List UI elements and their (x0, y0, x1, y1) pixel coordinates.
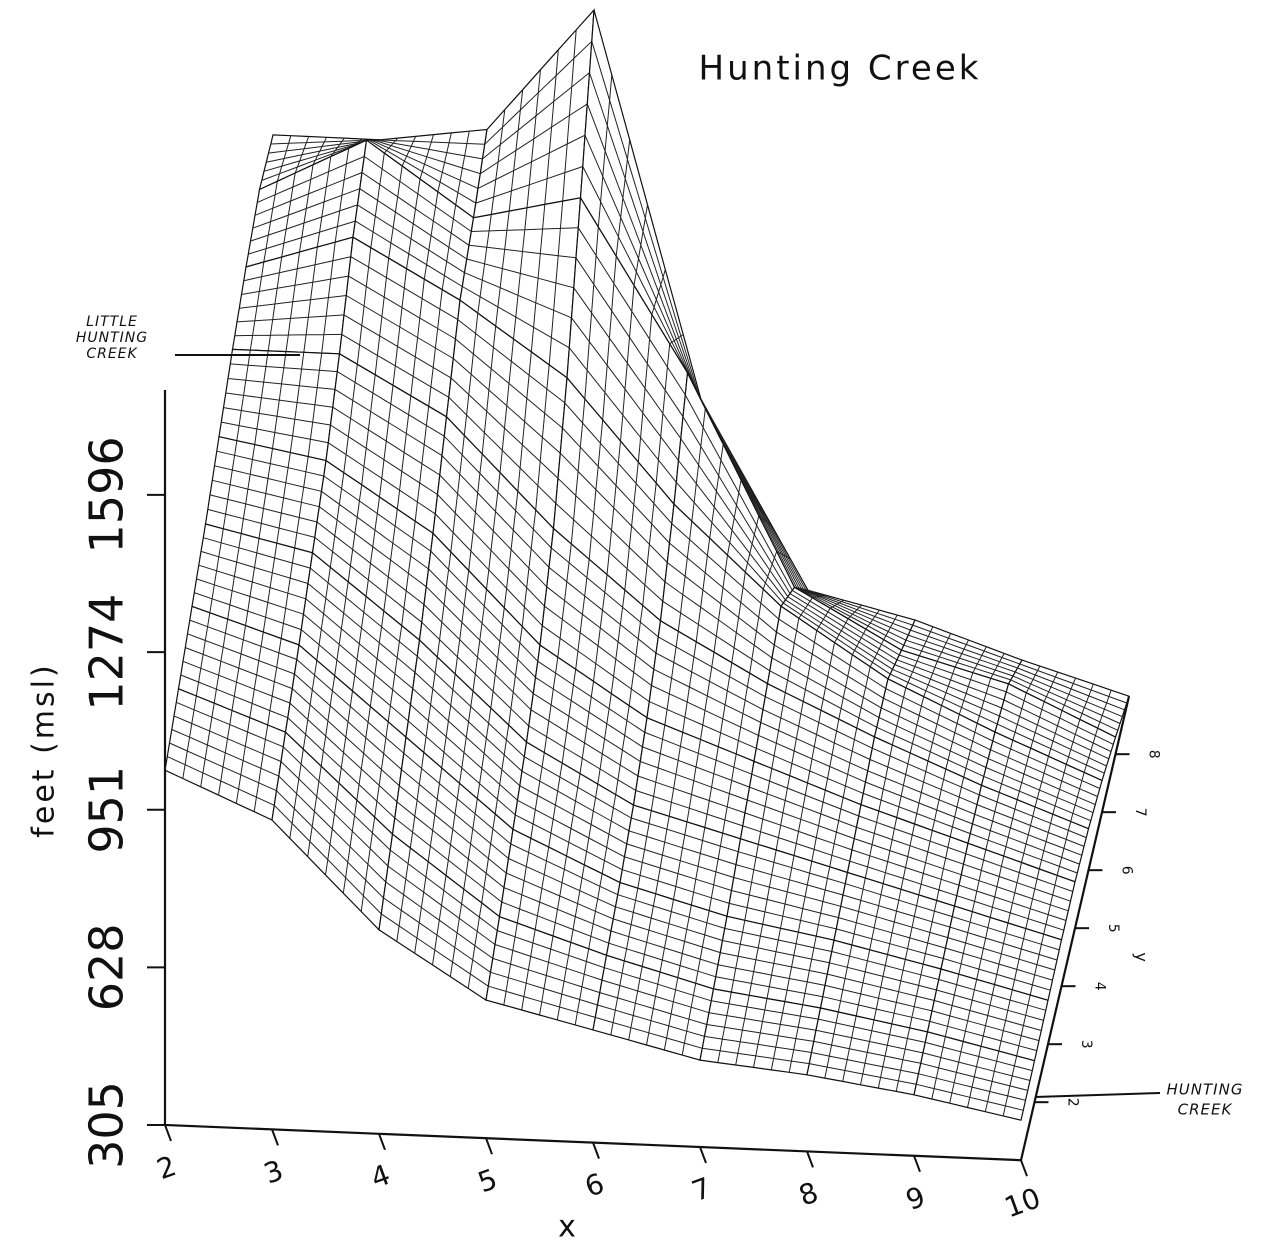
y-tick-label: 7 (1132, 808, 1148, 817)
x-tick-label: 9 (901, 1180, 929, 1217)
x-tick-label: 4 (366, 1158, 394, 1195)
y-tick-label: 6 (1119, 866, 1135, 875)
annotation-text: CREEK (1178, 1101, 1233, 1119)
z-tick-label: 1274 (79, 594, 133, 711)
annotation-text: HUNTING (76, 330, 148, 346)
x-axis-label: x (558, 1210, 576, 1243)
chart-title: Hunting Creek (699, 49, 982, 89)
annotation-text: HUNTING (1167, 1081, 1244, 1099)
chart: Hunting Creek feet (msl) x 3056289511274… (0, 0, 1282, 1243)
y-tick-label: 4 (1092, 982, 1108, 991)
z-axis-label: feet (msl) (27, 662, 62, 837)
x-tick (486, 1138, 492, 1154)
y-tick-label: 3 (1078, 1040, 1094, 1049)
x-tick-label: 7 (687, 1171, 715, 1208)
annotation-text: CREEK (86, 346, 138, 362)
annotation-text: LITTLE (86, 314, 138, 330)
y-tick-label: 2 (1065, 1098, 1081, 1107)
z-tick-label: 1596 (80, 436, 134, 553)
x-tick (700, 1147, 706, 1163)
x-tick (379, 1134, 385, 1150)
z-tick-label: 305 (80, 1081, 134, 1169)
z-tick-label: 951 (80, 766, 134, 854)
x-tick-label: 8 (794, 1175, 822, 1212)
x-tick (914, 1156, 920, 1172)
x-tick-label: 3 (259, 1153, 287, 1190)
x-tick-label: 6 (580, 1167, 608, 1204)
z-tick-label: 628 (79, 923, 133, 1011)
surface-cell (474, 10, 595, 218)
x-tick (807, 1151, 813, 1167)
y-axis-label: y (1132, 952, 1151, 961)
x-tick (272, 1129, 278, 1145)
x-tick (165, 1125, 171, 1141)
annotation-leader (1035, 1093, 1160, 1097)
y-tick-label: 5 (1105, 924, 1121, 933)
y-tick-label: 8 (1146, 750, 1162, 759)
x-tick-label: 10 (1000, 1181, 1045, 1224)
x-tick (1021, 1160, 1027, 1176)
x-tick-label: 5 (473, 1162, 501, 1199)
surface (165, 10, 1129, 1120)
x-tick (593, 1143, 599, 1159)
x-tick-label: 2 (152, 1149, 180, 1186)
